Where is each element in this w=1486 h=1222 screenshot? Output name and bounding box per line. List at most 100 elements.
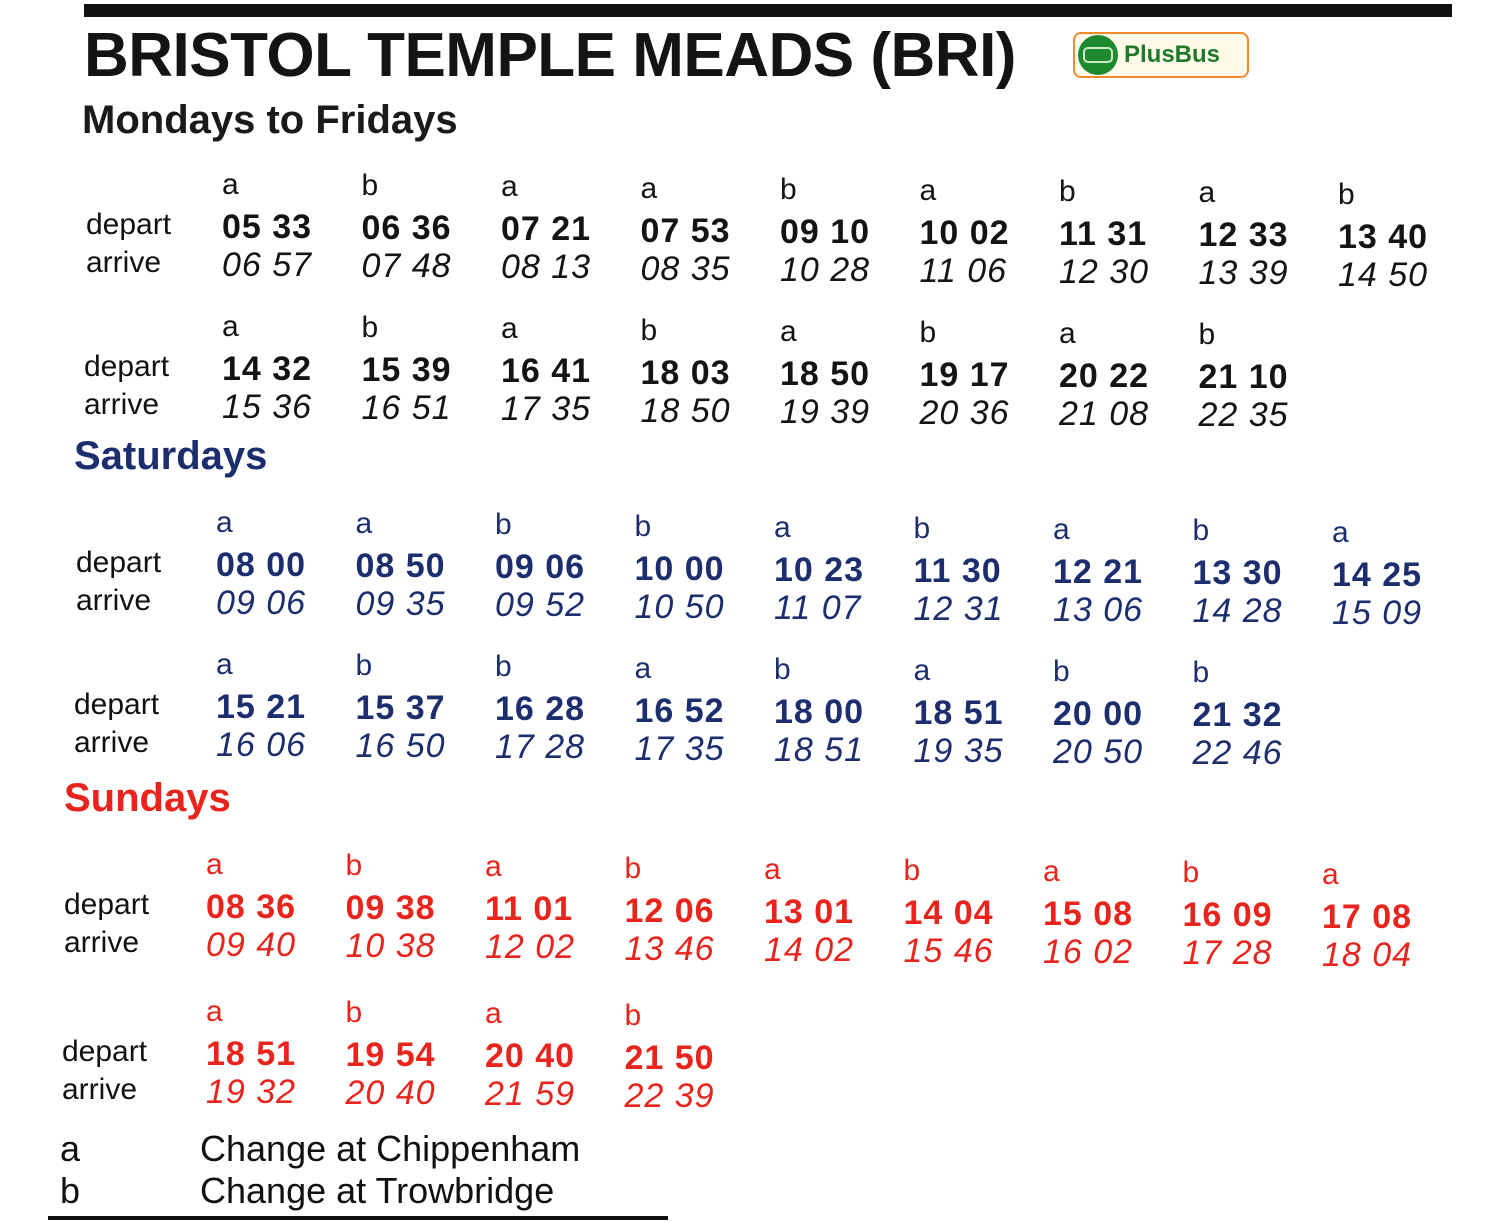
depart-time: 07 53 [640, 211, 731, 250]
depart-time: 08 50 [355, 547, 446, 586]
depart-label: depart [64, 888, 150, 921]
arrive-time: 19 39 [780, 392, 871, 431]
depart-time: 10 00 [634, 549, 725, 588]
top-rule [84, 4, 1452, 17]
route-code: a [206, 995, 223, 1028]
train-entry: a 20 40 21 59 [485, 997, 615, 1114]
train-entry: b 21 32 22 46 [1193, 656, 1323, 773]
heading-sundays: Sundays [64, 776, 231, 820]
route-code: b [361, 311, 379, 345]
route-code: a [640, 171, 658, 205]
train-entry: b 15 37 16 50 [356, 649, 486, 766]
route-code: a [919, 174, 937, 207]
route-code: b [1059, 175, 1076, 209]
train-entry: a 18 50 19 39 [780, 315, 910, 432]
depart-time: 12 33 [1198, 216, 1289, 255]
plusbus-logo-text: PlusBus [1124, 41, 1221, 68]
depart-time: 15 21 [216, 688, 307, 726]
route-code: a [206, 848, 223, 881]
arrive-label: arrive [62, 1073, 138, 1106]
train-entry: b 09 06 09 52 [495, 508, 625, 625]
depart-time: 18 50 [780, 354, 871, 393]
train-entry: a 12 33 13 39 [1199, 176, 1329, 293]
arrive-time: 15 36 [222, 388, 313, 426]
route-code: a [1198, 176, 1216, 210]
depart-time: 18 51 [206, 1035, 297, 1073]
route-code: b [913, 512, 931, 545]
route-code: a [1322, 857, 1339, 891]
arrive-label: arrive [74, 726, 150, 759]
route-code: b [345, 849, 363, 883]
train-entry: a 13 01 14 02 [764, 853, 894, 970]
depart-time: 13 30 [1192, 554, 1283, 593]
train-entry: b 10 00 10 50 [635, 510, 765, 627]
depart-label: depart [86, 208, 172, 241]
route-code: a [1053, 513, 1070, 547]
train-entry: a 08 36 09 40 [206, 848, 336, 965]
depart-time: 12 06 [624, 891, 715, 930]
route-code: a [485, 997, 502, 1031]
train-entry: b 20 00 20 50 [1053, 655, 1183, 772]
route-code: b [345, 996, 363, 1030]
arrive-time: 17 28 [495, 728, 586, 767]
route-code: a [774, 510, 791, 544]
route-code: a [355, 507, 373, 541]
train-entry: a 15 21 16 06 [216, 648, 346, 765]
depart-time: 09 10 [780, 212, 871, 251]
train-entry: b 11 31 12 30 [1059, 175, 1189, 292]
train-entry: a 15 08 16 02 [1043, 855, 1173, 972]
depart-time: 13 40 [1338, 217, 1429, 256]
depart-time: 09 06 [495, 548, 586, 587]
train-entry: b 13 30 14 28 [1193, 514, 1323, 631]
train-entry: a 20 22 21 08 [1059, 317, 1189, 434]
depart-time: 15 08 [1043, 895, 1134, 934]
depart-label: depart [74, 688, 160, 721]
bottom-rule [48, 1216, 668, 1220]
train-entry: a 16 41 17 35 [501, 312, 631, 429]
train-entry: a 10 23 11 07 [774, 511, 904, 628]
train-entry: b 06 36 07 48 [362, 169, 492, 286]
arrive-time: 20 40 [345, 1074, 436, 1113]
depart-time: 07 21 [501, 210, 592, 249]
arrive-time: 10 38 [345, 927, 436, 966]
arrive-time: 16 51 [361, 389, 452, 428]
arrive-time: 17 35 [634, 729, 725, 768]
train-entry: b 18 00 18 51 [774, 653, 904, 770]
arrive-time: 22 35 [1198, 396, 1289, 435]
depart-time: 11 01 [485, 890, 574, 929]
depart-time: 16 28 [495, 690, 586, 729]
arrive-time: 14 50 [1338, 255, 1429, 294]
bus-icon [1078, 35, 1118, 75]
arrive-time: 13 06 [1053, 591, 1144, 630]
arrive-time: 19 32 [206, 1073, 297, 1111]
route-code: a [634, 651, 652, 685]
arrive-time: 10 50 [634, 587, 725, 626]
depart-time: 21 32 [1192, 696, 1283, 735]
route-code: a [222, 310, 239, 343]
arrive-time: 09 06 [216, 584, 307, 622]
page-title: BRISTOL TEMPLE MEADS (BRI) [84, 21, 1016, 90]
heading-saturdays: Saturdays [74, 434, 268, 478]
train-entry: b 15 39 16 51 [362, 311, 492, 428]
arrive-time: 11 06 [919, 252, 1008, 290]
depart-time: 17 08 [1322, 897, 1413, 936]
route-code: a [913, 654, 931, 687]
depart-time: 19 17 [919, 356, 1010, 394]
arrive-time: 12 30 [1059, 253, 1150, 292]
train-entry: a 10 02 11 06 [920, 174, 1050, 291]
train-entry: a 17 08 18 04 [1322, 858, 1452, 975]
depart-time: 14 25 [1332, 555, 1423, 594]
legend-key-a: a [60, 1128, 81, 1169]
train-entry: a 12 21 13 06 [1053, 513, 1183, 630]
plusbus-logo: PlusBus [1073, 32, 1249, 78]
arrive-label: arrive [64, 926, 140, 959]
depart-time: 16 09 [1182, 896, 1273, 935]
arrive-time: 13 46 [624, 929, 715, 968]
arrive-label: arrive [76, 584, 152, 617]
route-code: b [919, 316, 937, 349]
depart-time: 08 36 [206, 888, 297, 926]
route-code: b [1192, 656, 1210, 690]
train-entry: b 21 10 22 35 [1199, 318, 1329, 435]
train-entry: a 18 51 19 35 [914, 654, 1044, 771]
